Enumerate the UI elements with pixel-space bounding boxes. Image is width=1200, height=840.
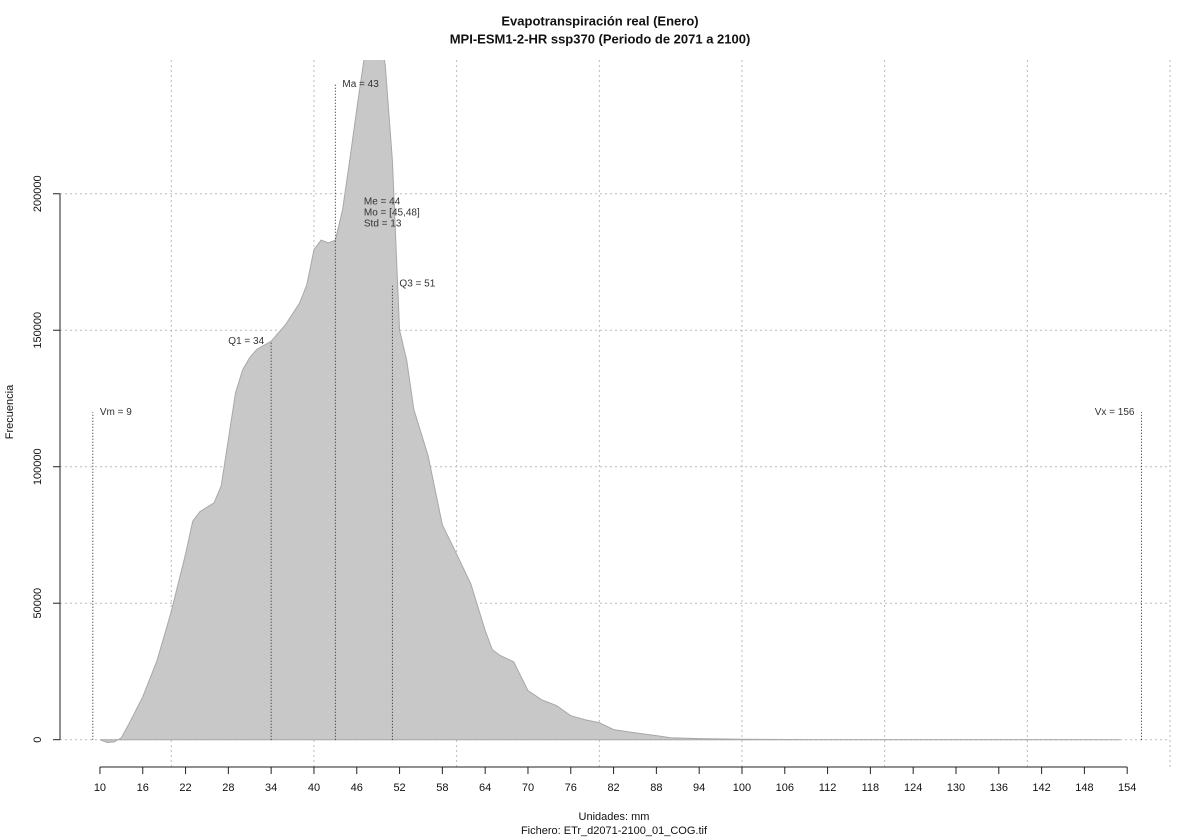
annotation-label: Me = 44 xyxy=(364,197,401,208)
annotation-label: Std = 13 xyxy=(364,218,402,229)
x-tick-label: 28 xyxy=(222,782,234,794)
axes: 0 50000 100000 150000 200000 10 16 22 28 34 40 46 52… xyxy=(32,175,1136,794)
y-tick-label: 100000 xyxy=(32,448,44,485)
annotation-label: Mo = [45,48] xyxy=(364,208,420,219)
y-tick-label: 0 xyxy=(32,737,44,743)
x-tick-label: 46 xyxy=(351,782,363,794)
x-tick-label: 16 xyxy=(137,782,149,794)
chart-subtitle: MPI-ESM1-2-HR ssp370 (Periodo de 2071 a … xyxy=(450,31,751,46)
x-tick-label: 130 xyxy=(947,782,965,794)
x-tick-label: 142 xyxy=(1032,782,1050,794)
annotation-label: Q3 = 51 xyxy=(399,278,435,289)
x-tick-label: 58 xyxy=(436,782,448,794)
caption: Fichero: ETr_d2071-2100_01_COG.tif xyxy=(521,825,708,837)
annotation-label: Vm = 9 xyxy=(100,407,132,418)
x-tick-label: 100 xyxy=(733,782,751,794)
x-tick-label: 70 xyxy=(522,782,534,794)
x-tick-label: 88 xyxy=(650,782,662,794)
x-tick-label: 40 xyxy=(308,782,320,794)
x-tick-label: 136 xyxy=(990,782,1008,794)
x-tick-label: 76 xyxy=(565,782,577,794)
x-tick-label: 34 xyxy=(265,782,277,794)
x-tick-label: 112 xyxy=(819,782,837,794)
plot-area xyxy=(92,60,1142,743)
x-axis-label: Unidades: mm xyxy=(579,811,650,823)
x-tick-label: 118 xyxy=(862,782,880,794)
x-tick-label: 148 xyxy=(1075,782,1093,794)
annotation-label: Vx = 156 xyxy=(1095,407,1135,418)
x-tick-label: 124 xyxy=(904,782,922,794)
x-tick-label: 10 xyxy=(94,782,106,794)
density-area xyxy=(99,60,1121,743)
annotation-label: Q1 = 34 xyxy=(228,336,264,347)
x-tick-label: 64 xyxy=(479,782,491,794)
x-tick-label: 154 xyxy=(1118,782,1136,794)
y-tick-label: 150000 xyxy=(32,312,44,349)
y-tick-label: 200000 xyxy=(32,175,44,212)
y-axis-label: Frecuencia xyxy=(4,384,16,439)
x-tick-label: 106 xyxy=(776,782,794,794)
chart-title: Evapotranspiración real (Enero) xyxy=(501,13,698,28)
x-tick-label: 94 xyxy=(693,782,705,794)
y-tick-label: 50000 xyxy=(32,588,44,619)
x-tick-label: 82 xyxy=(607,782,619,794)
x-tick-label: 52 xyxy=(393,782,405,794)
x-tick-label: 22 xyxy=(179,782,191,794)
annotation-label: Ma = 43 xyxy=(342,79,379,90)
